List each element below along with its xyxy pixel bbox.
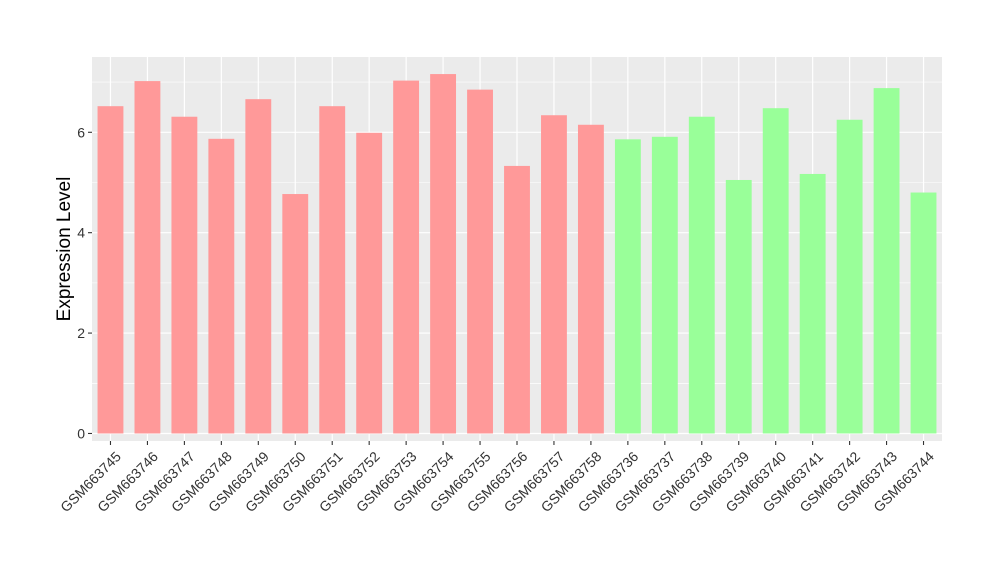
bar-GSM663753 bbox=[393, 80, 420, 434]
x-axis: GSM663745GSM663746GSM663747GSM663748GSM6… bbox=[57, 441, 937, 515]
bar-GSM663743 bbox=[873, 88, 900, 434]
bar-GSM663744 bbox=[910, 192, 937, 434]
bar-GSM663740 bbox=[762, 108, 789, 434]
bar-GSM663742 bbox=[836, 119, 863, 434]
bars bbox=[97, 74, 937, 434]
bar-GSM663749 bbox=[245, 99, 272, 434]
bar-GSM663756 bbox=[504, 165, 530, 434]
bar-GSM663746 bbox=[134, 81, 161, 434]
bar-GSM663739 bbox=[725, 179, 752, 434]
y-tick-label: 0 bbox=[77, 425, 85, 441]
bar-GSM663758 bbox=[577, 124, 604, 434]
bar-GSM663736 bbox=[614, 139, 641, 434]
bar-GSM663752 bbox=[356, 132, 383, 434]
y-tick-label: 2 bbox=[77, 325, 85, 341]
bar-GSM663738 bbox=[688, 116, 715, 434]
bar-GSM663747 bbox=[171, 116, 198, 434]
bar-GSM663741 bbox=[799, 173, 826, 434]
bar-GSM663737 bbox=[651, 136, 678, 434]
bar-GSM663754 bbox=[430, 74, 457, 434]
y-tick-label: 6 bbox=[77, 124, 85, 140]
bar-GSM663745 bbox=[97, 106, 124, 434]
y-axis-title: Expression Level bbox=[54, 177, 75, 322]
bar-GSM663751 bbox=[319, 106, 346, 434]
bar-GSM663748 bbox=[208, 138, 235, 434]
y-tick-label: 4 bbox=[77, 225, 85, 241]
bar-GSM663757 bbox=[541, 115, 567, 434]
bar-GSM663755 bbox=[467, 89, 493, 434]
y-axis: 0 2 4 6 bbox=[77, 124, 92, 441]
bar-GSM663750 bbox=[282, 194, 309, 434]
